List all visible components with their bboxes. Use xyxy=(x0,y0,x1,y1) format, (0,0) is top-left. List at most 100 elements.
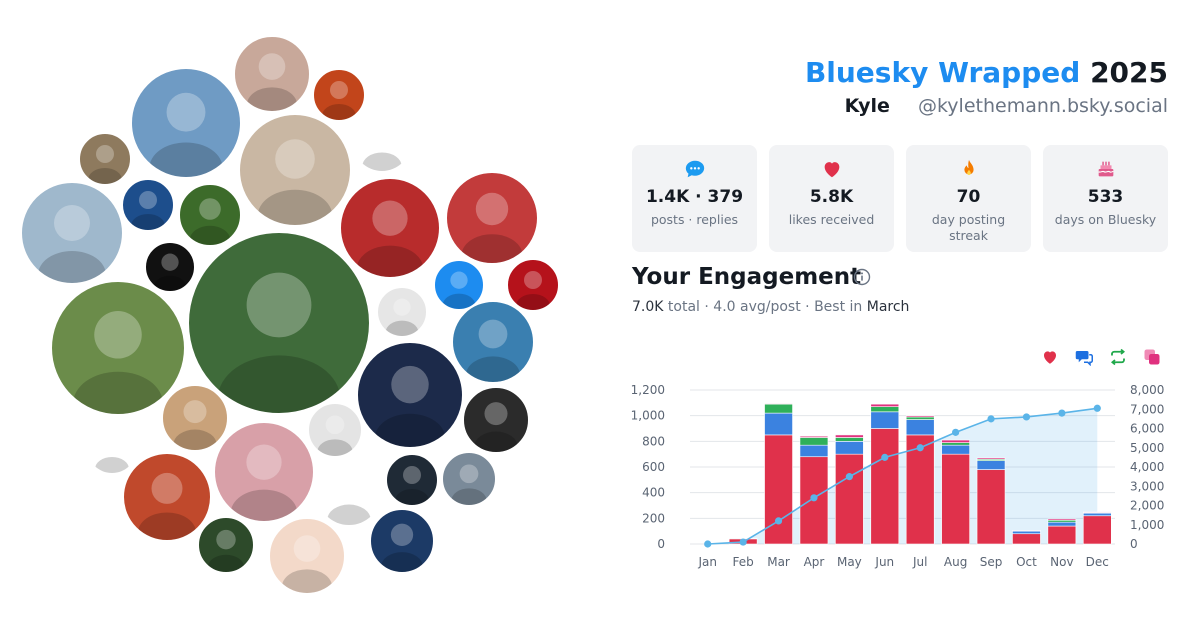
y-left-tick-label: 1,000 xyxy=(631,409,665,423)
bar-segment-quotes xyxy=(870,403,900,407)
engagement-avg: 4.0 avg/post xyxy=(713,299,801,315)
talkin-baseball-logo[interactable] xyxy=(369,508,435,574)
skn-news-logo[interactable] xyxy=(121,178,175,232)
x-tick-label: Dec xyxy=(1086,555,1109,569)
user-line: Kyle @kylethemann.bsky.social xyxy=(845,95,1168,117)
y-right-tick-label: 2,000 xyxy=(1130,499,1164,513)
angels-a-logo[interactable] xyxy=(506,258,560,312)
man-lake-photo[interactable] xyxy=(451,300,535,384)
stat-label: likes received xyxy=(788,212,875,227)
bar-segment-replies xyxy=(835,441,864,455)
survivor-logo[interactable] xyxy=(462,386,530,454)
bar-segment-replies xyxy=(1012,530,1041,535)
x-tick-label: Oct xyxy=(1016,555,1037,569)
bar-segment-replies xyxy=(905,419,935,436)
man-bald-photo[interactable] xyxy=(385,453,439,507)
bn-logo[interactable] xyxy=(197,516,255,574)
bar-segment-replies xyxy=(870,411,900,429)
engagement-chart: 0 200 400 600 800 1,000 1,200 0 1,000 2,000 3,000 4… xyxy=(631,383,1165,569)
bar-segment-likes xyxy=(1082,515,1112,545)
bar-segment-likes xyxy=(941,453,970,545)
y-left-tick-label: 0 xyxy=(657,537,665,551)
user-name: Kyle xyxy=(844,95,890,117)
y-right-tick-label: 3,000 xyxy=(1130,479,1164,493)
wrapped-title-year: 2025 xyxy=(1090,56,1168,89)
engagement-summary: 7.0K total · 4.0 avg/post · Best in Marc… xyxy=(632,299,910,315)
y-right-tick-label: 6,000 xyxy=(1130,422,1164,436)
stat-value: 1.4K · 379 xyxy=(645,187,744,207)
y-left-tick-label: 600 xyxy=(642,460,665,474)
bar-segment-quotes xyxy=(976,457,1006,460)
engagement-total: 7.0K xyxy=(632,299,664,315)
x-tick-label: Mar xyxy=(767,555,790,569)
poop-emoji-badge[interactable] xyxy=(433,259,485,311)
x-tick-label: Nov xyxy=(1050,555,1073,569)
monitor-stand-photo[interactable] xyxy=(20,181,124,285)
stat-value: 70 xyxy=(956,187,981,207)
y-left-tick-label: 400 xyxy=(642,486,665,500)
athletics-a-logo[interactable] xyxy=(144,241,196,293)
snorlax-avatar[interactable] xyxy=(268,517,346,595)
sketch-avatar[interactable] xyxy=(376,286,428,338)
eagles-logo[interactable] xyxy=(315,459,383,527)
bar-segment-likes xyxy=(1047,525,1077,545)
engagement-best-prefix: Best in xyxy=(814,299,863,315)
bar-segment-replies xyxy=(1082,512,1112,517)
engagement-total-word: total xyxy=(667,299,700,315)
man-blue-shirt-photo[interactable] xyxy=(441,451,497,507)
man-stadium-photo[interactable] xyxy=(130,67,242,179)
x-tick-label: Jul xyxy=(912,555,927,569)
quote-icon[interactable] xyxy=(1143,348,1161,366)
cumulative-point xyxy=(704,540,712,548)
bar-segment-replies xyxy=(1047,521,1077,527)
man-cap-photo[interactable] xyxy=(238,113,352,227)
x-tick-label: May xyxy=(837,555,862,569)
cumulative-line xyxy=(707,407,1098,545)
sunset-photo[interactable] xyxy=(312,68,366,122)
woman-red-cap-photo[interactable] xyxy=(339,177,441,279)
bar-segment-reposts xyxy=(905,416,935,420)
bar-segment-quotes xyxy=(764,403,793,405)
y-left-tick-label: 200 xyxy=(642,511,665,525)
x-tick-label: Feb xyxy=(733,555,754,569)
woman-smiling-photo[interactable] xyxy=(78,132,132,186)
stat-value: 5.8K xyxy=(809,187,854,207)
bar-segment-quotes xyxy=(1082,511,1112,513)
bar-segment-reposts xyxy=(835,437,864,442)
repost-icon[interactable] xyxy=(1109,348,1127,366)
heart-icon[interactable] xyxy=(1041,348,1059,366)
cumulative-point xyxy=(987,415,995,423)
profile-photo[interactable] xyxy=(233,35,311,113)
y-right-tick-label: 1,000 xyxy=(1130,518,1164,532)
catcher-mask-icon[interactable] xyxy=(85,421,139,475)
bar-segment-reposts xyxy=(870,406,900,413)
woman-kirby-photo[interactable] xyxy=(213,421,315,523)
bat-mask-avatar[interactable] xyxy=(178,183,242,247)
cumulative-point xyxy=(881,453,889,461)
y-right-tick-label: 8,000 xyxy=(1130,383,1164,397)
angels-halo-logo[interactable] xyxy=(351,111,413,173)
cumulative-point xyxy=(916,444,924,452)
woman-glasses-photo[interactable] xyxy=(161,384,229,452)
reply-icon[interactable] xyxy=(1075,348,1093,367)
x-tick-label: Apr xyxy=(804,555,825,569)
bar-segment-replies xyxy=(976,460,1006,470)
bar-segment-likes xyxy=(835,453,864,545)
bar-segment-quotes xyxy=(1012,530,1041,532)
flame-icon xyxy=(906,157,1031,181)
x-tick-label: Jun xyxy=(874,555,894,569)
bar-segment-quotes xyxy=(941,439,970,443)
halos-hub-logo[interactable] xyxy=(356,341,464,449)
x-tick-label: Jan xyxy=(697,555,717,569)
woman-sunglasses-photo[interactable] xyxy=(50,280,186,416)
user-handle: @kylethemann.bsky.social xyxy=(917,95,1168,117)
elf-art-avatar[interactable] xyxy=(445,171,539,265)
goblin-art-avatar[interactable] xyxy=(122,452,212,542)
man-suit-photo[interactable] xyxy=(307,402,363,458)
info-icon[interactable] xyxy=(853,268,871,286)
cumulative-point xyxy=(845,473,853,481)
anime-angels-avatar[interactable] xyxy=(187,231,371,415)
heart-icon xyxy=(769,157,894,181)
stat-card-posts: 1.4K · 379 posts · replies xyxy=(632,145,757,252)
x-tick-label: Aug xyxy=(944,555,967,569)
